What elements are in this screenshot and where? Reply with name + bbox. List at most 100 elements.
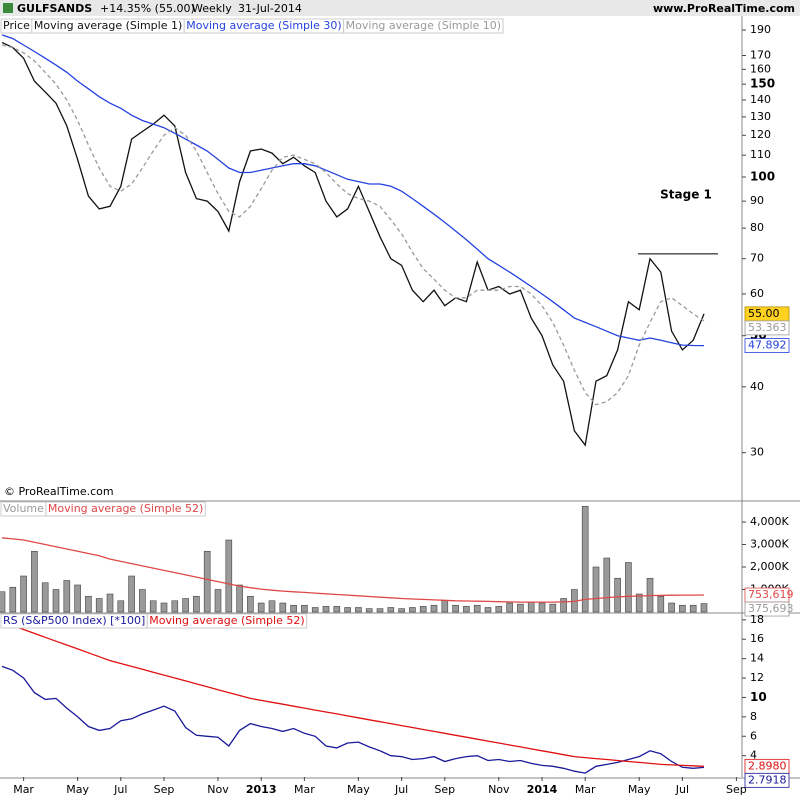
volume-bar <box>279 602 287 613</box>
volume-bar <box>203 550 211 613</box>
volume-bar <box>538 602 546 613</box>
x-tick-label: Nov <box>488 783 510 796</box>
volume-bar <box>625 562 632 613</box>
volume-bar <box>236 584 243 613</box>
site: www.ProRealTime.com <box>653 2 795 15</box>
change: +14.35% (55.00) <box>100 2 195 15</box>
legend-entry: Moving average (Simple 1) <box>34 19 182 32</box>
date: 31-Jul-2014 <box>238 2 302 15</box>
volume-bar <box>63 580 71 613</box>
y-tick-label: 14 <box>750 652 764 665</box>
x-tick-label: Mar <box>575 783 596 796</box>
volume-bar <box>689 604 697 613</box>
y-tick-label: 2,000K <box>750 560 789 573</box>
series-line <box>1 41 705 447</box>
y-tick-label: 120 <box>750 128 771 141</box>
volume-bar <box>225 539 233 613</box>
volume-bar <box>409 607 416 613</box>
y-tick-label: 10 <box>750 690 767 704</box>
x-tick-label: Jul <box>394 783 408 796</box>
volume-bar <box>560 598 567 613</box>
x-tick-label: Mar <box>13 783 34 796</box>
last-value-box <box>744 320 790 336</box>
volume-bar <box>214 589 222 613</box>
y-tick-label: 110 <box>750 148 771 161</box>
volume-bar <box>668 602 675 613</box>
symbol: GULFSANDS <box>17 2 92 15</box>
volume-bar <box>581 505 589 613</box>
volume-bar <box>95 598 103 613</box>
volume-bar <box>149 600 157 613</box>
last-value-box <box>744 338 790 353</box>
last-value-label: 53.363 <box>748 321 787 334</box>
volume-bar <box>41 582 49 613</box>
volume-bar <box>160 602 168 613</box>
legend-entry: Price <box>3 19 30 32</box>
y-tick-label: 140 <box>750 93 771 106</box>
volume-bar <box>495 606 503 613</box>
volume-bar <box>527 601 535 613</box>
last-value-label: 55.00 <box>748 307 780 320</box>
volume-bar <box>549 603 557 613</box>
y-tick-label: 170 <box>750 48 771 61</box>
volume-bar <box>20 575 27 613</box>
volume-bar <box>139 589 146 613</box>
y-tick-label: 70 <box>750 252 764 265</box>
y-tick-label: 60 <box>750 287 764 300</box>
volume-bar <box>171 600 179 613</box>
y-tick-label: 80 <box>750 221 764 234</box>
volume-bar <box>268 600 276 613</box>
x-tick-label: Mar <box>294 783 315 796</box>
volume-bar <box>463 606 470 613</box>
y-tick-label: 130 <box>750 110 771 123</box>
volume-bar <box>517 603 524 613</box>
y-tick-label: 12 <box>750 671 764 684</box>
volume-bar <box>193 595 200 613</box>
volume-bar <box>333 606 341 613</box>
volume-bar <box>473 604 481 613</box>
volume-bar <box>311 607 319 613</box>
y-tick-label: 90 <box>750 194 764 207</box>
volume-bar <box>614 577 621 613</box>
legend-entry: Moving average (Simple 30) <box>186 19 341 32</box>
y-tick-label: 18 <box>750 613 764 626</box>
volume-bar <box>31 550 38 613</box>
y-tick-label: 3,000K <box>750 538 789 551</box>
legend-box <box>343 18 504 34</box>
legend-entry: Moving average (Simple 52) <box>48 502 203 515</box>
volume-bar <box>603 557 611 613</box>
volume-bar <box>376 608 384 613</box>
volume-bar <box>430 604 438 613</box>
volume-bar <box>635 593 643 613</box>
series-line <box>1 621 705 767</box>
series-line <box>1 44 705 406</box>
x-tick-label: 2014 <box>527 783 558 796</box>
y-tick-label: 8 <box>750 710 757 723</box>
y-tick-label: 4 <box>750 749 757 762</box>
last-value-label: 2.8980 <box>748 759 787 772</box>
y-tick-label: 16 <box>750 632 764 645</box>
logo-icon <box>3 3 13 13</box>
volume-bar <box>182 598 189 613</box>
x-tick-label: 2013 <box>246 783 277 796</box>
volume-bar <box>484 607 492 613</box>
volume-bar <box>106 593 114 613</box>
volume-bar <box>0 591 6 613</box>
copyright: © ProRealTime.com <box>4 485 114 498</box>
y-tick-label: 100 <box>750 169 775 183</box>
volume-bar <box>441 600 449 613</box>
volume-bar <box>344 607 351 613</box>
y-tick-label: 160 <box>750 62 771 75</box>
y-tick-label: 30 <box>750 446 764 459</box>
volume-bar <box>452 604 459 613</box>
volume-bar <box>290 604 297 613</box>
x-tick-label: May <box>347 783 370 796</box>
y-tick-label: 6 <box>750 729 757 742</box>
legend-entry: Volume <box>3 502 44 515</box>
x-tick-label: Jul <box>113 783 127 796</box>
last-value-label: 753,619 <box>748 588 794 601</box>
x-tick-label: Sep <box>434 783 455 796</box>
annotation: Stage 1 <box>660 188 712 202</box>
volume-bar <box>419 606 427 613</box>
